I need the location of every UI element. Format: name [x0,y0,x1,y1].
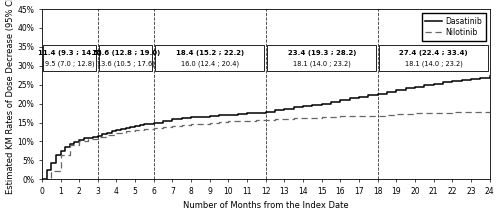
Dasatinib [39,178,45,181]
Text: 16.0 (12.4 ; 20.4): 16.0 (12.4 ; 20.4) [180,61,239,67]
Dasatinib [95,135,101,137]
Nilotinib [374,114,380,117]
Nilotinib [67,144,73,146]
Nilotinib [254,119,260,122]
Dasatinib [486,75,492,78]
Dasatinib [137,124,143,126]
Nilotinib [216,121,222,123]
Nilotinib [160,125,166,128]
Nilotinib [132,129,138,131]
Dasatinib [226,113,232,116]
Dasatinib [262,111,268,113]
Nilotinib [198,122,203,125]
Nilotinib [272,118,278,120]
X-axis label: Number of Months from the Index Date: Number of Months from the Index Date [183,202,348,210]
Y-axis label: Estimated KM Rates of Dose Decrease (95% CI): Estimated KM Rates of Dose Decrease (95%… [6,0,15,194]
Nilotinib [235,120,241,122]
Text: 13.6 (10.5 ; 17.6): 13.6 (10.5 ; 17.6) [97,61,154,67]
Text: 23.4 (19.3 ; 28.2): 23.4 (19.3 ; 28.2) [288,50,356,56]
Nilotinib [142,128,148,130]
Nilotinib [338,115,344,118]
Nilotinib [384,114,390,116]
Nilotinib [244,119,250,122]
Nilotinib [430,111,436,114]
Nilotinib [86,138,91,140]
Nilotinib [123,130,129,132]
Text: 18.1 (14.0 ; 23.2): 18.1 (14.0 ; 23.2) [404,61,462,67]
Nilotinib [328,116,334,118]
Nilotinib [48,170,54,172]
FancyBboxPatch shape [379,45,488,71]
Legend: Dasatinib, Nilotinib: Dasatinib, Nilotinib [422,13,486,41]
Nilotinib [282,118,288,120]
Line: Dasatinib: Dasatinib [42,76,490,179]
Text: 18.4 (15.2 ; 22.2): 18.4 (15.2 ; 22.2) [176,50,244,56]
FancyBboxPatch shape [44,45,96,71]
Dasatinib [104,131,110,134]
Nilotinib [95,136,101,138]
FancyBboxPatch shape [156,45,264,71]
Nilotinib [39,178,45,181]
Nilotinib [179,124,185,126]
Nilotinib [486,110,492,112]
FancyBboxPatch shape [267,45,376,71]
Nilotinib [58,153,64,156]
Nilotinib [226,120,232,123]
Text: 18.1 (14.0 ; 23.2): 18.1 (14.0 ; 23.2) [293,61,350,67]
Nilotinib [114,132,119,134]
Nilotinib [318,116,324,119]
Nilotinib [310,116,316,119]
Line: Nilotinib: Nilotinib [42,111,490,179]
Nilotinib [468,110,474,113]
Dasatinib [412,86,418,88]
Text: 15.6 (12.8 ; 19.0): 15.6 (12.8 ; 19.0) [92,50,160,56]
Nilotinib [394,113,400,116]
Nilotinib [262,119,268,121]
Nilotinib [188,123,194,126]
Nilotinib [412,112,418,115]
Nilotinib [151,127,157,129]
Nilotinib [207,122,213,124]
Text: 9.5 (7.0 ; 12.8): 9.5 (7.0 ; 12.8) [45,61,94,67]
Nilotinib [76,140,82,142]
Nilotinib [300,117,306,119]
Text: 11.4 (9.3 ; 14.5): 11.4 (9.3 ; 14.5) [38,50,102,56]
Nilotinib [104,134,110,136]
Nilotinib [356,115,362,117]
Nilotinib [290,117,296,120]
FancyBboxPatch shape [100,45,152,71]
Nilotinib [170,125,175,127]
Text: 27.4 (22.4 ; 33.4): 27.4 (22.4 ; 33.4) [400,50,468,56]
Nilotinib [450,111,456,113]
